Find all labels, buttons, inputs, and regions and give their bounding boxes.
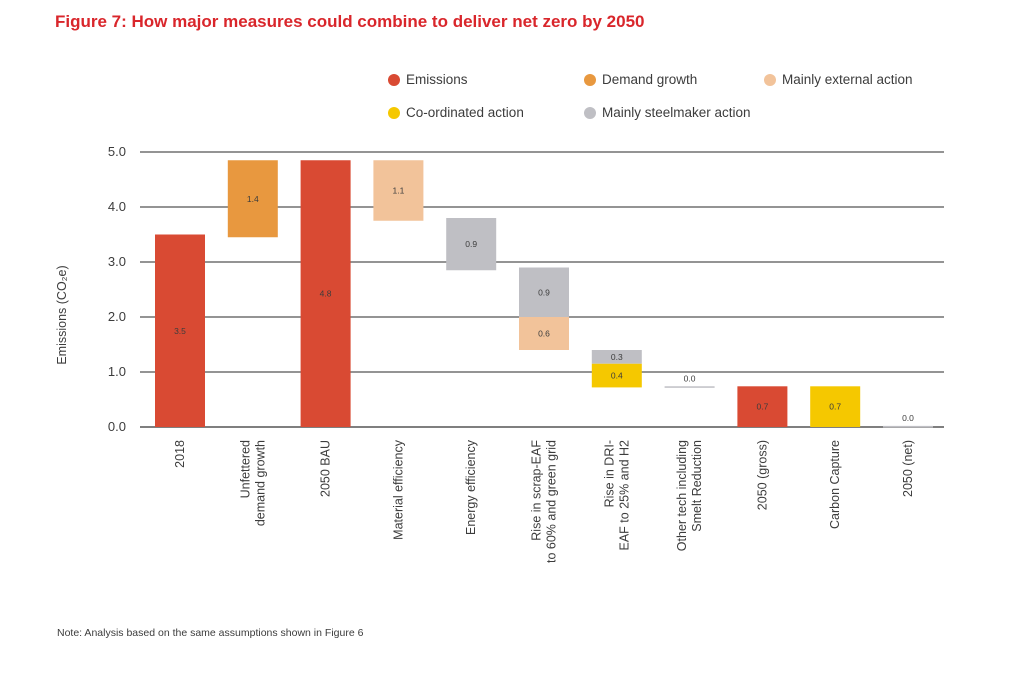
legend-item-mainly-external-action: Mainly external action (764, 72, 913, 87)
data-label: 0.9 (538, 287, 550, 297)
bar-mainly-steelmaker-action (519, 267, 569, 317)
x-tick-label: EAF to 25% and H2 (617, 440, 631, 551)
bar-mainly-external-action (373, 160, 424, 221)
bar-coordinated-action (591, 363, 642, 388)
legend-swatch (764, 73, 776, 86)
x-tick-label: Energy efficiency (464, 439, 478, 535)
x-tick-label: 2050 BAU (319, 440, 333, 497)
x-tick-label: 2050 (net) (901, 440, 915, 497)
y-tick-label: 0.0 (108, 419, 126, 434)
data-label: 0.0 (902, 413, 914, 423)
bar-mainly-steelmaker-action (591, 350, 642, 364)
data-labels: 3.5 1.4 4.8 1.1 0.9 0.9 0.6 0.3 0.4 0.0 0.7 0.7 0.0 (174, 186, 914, 423)
legend-item-emissions: Emissions (388, 72, 468, 87)
bars (155, 160, 933, 428)
x-tick-label: 2018 (173, 440, 187, 468)
x-tick-label: Unfettered (238, 440, 252, 498)
y-tick-label: 2.0 (108, 309, 126, 324)
legend-item-mainly-steelmaker-action: Mainly steelmaker action (584, 105, 751, 120)
data-label: 0.4 (611, 371, 623, 381)
x-tick-label: Rise in scrap-EAF (530, 440, 544, 541)
bar-coordinated-action (810, 386, 861, 427)
y-axis-label: Emissions (CO₂e) (55, 265, 69, 364)
y-axis-tick-labels: 0.0 1.0 2.0 3.0 4.0 5.0 (108, 144, 126, 434)
x-tick-label: Other tech including (675, 440, 689, 551)
x-tick-label: Carbon Capture (828, 440, 842, 529)
data-label: 0.0 (684, 373, 696, 383)
bar-mainly-steelmaker-action (664, 386, 715, 388)
bar-mainly-external-action (519, 317, 569, 350)
data-label: 4.8 (320, 289, 332, 299)
x-tick-label: Material efficiency (391, 439, 405, 540)
legend-swatch (584, 73, 596, 86)
x-tick-label: Smelt Reduction (690, 440, 704, 532)
legend-swatch (388, 73, 400, 86)
data-label: 0.7 (829, 402, 841, 412)
y-tick-label: 5.0 (108, 144, 126, 159)
data-label: 3.5 (174, 326, 186, 336)
x-tick-label: to 60% and green grid (545, 440, 559, 563)
legend-item-coordinated-action: Co-ordinated action (388, 105, 524, 120)
bar-emissions (300, 160, 351, 427)
legend-label: Mainly steelmaker action (602, 105, 751, 120)
legend-item-demand-growth: Demand growth (584, 72, 697, 87)
bar-emissions (155, 234, 205, 427)
legend-swatch (388, 106, 400, 119)
bar-mainly-steelmaker-action (446, 218, 497, 271)
bar-emissions (737, 386, 788, 427)
y-tick-label: 1.0 (108, 364, 126, 379)
y-tick-label: 3.0 (108, 254, 126, 269)
bar-mainly-steelmaker-action (883, 425, 933, 428)
data-label: 1.4 (247, 194, 259, 204)
legend-label: Mainly external action (782, 72, 913, 87)
data-label: 0.6 (538, 329, 550, 339)
data-label: 0.7 (756, 402, 768, 412)
footnote: Note: Analysis based on the same assumpt… (57, 627, 364, 639)
x-tick-label: demand growth (253, 440, 267, 526)
x-tick-label: 2050 (gross) (755, 440, 769, 510)
data-label: 0.3 (611, 352, 623, 362)
bar-demand-growth (227, 160, 278, 238)
y-tick-label: 4.0 (108, 199, 126, 214)
x-tick-label: Rise in DRI- (602, 440, 616, 507)
legend-swatch (584, 106, 596, 119)
data-label: 1.1 (392, 186, 404, 196)
x-axis-tick-labels: 2018 Unfettered demand growth 2050 BAU Mater… (173, 439, 915, 563)
legend-label: Emissions (406, 72, 468, 87)
legend-label: Co-ordinated action (406, 105, 524, 120)
gridlines (140, 151, 944, 428)
legend-label: Demand growth (602, 72, 698, 87)
figure-title: Figure 7: How major measures could combi… (55, 12, 645, 31)
chart: 0.0 1.0 2.0 3.0 4.0 5.0 3.5 1.4 4.8 1.1 0.9 0.9 0.6… (55, 144, 944, 563)
data-label: 0.9 (465, 239, 477, 249)
